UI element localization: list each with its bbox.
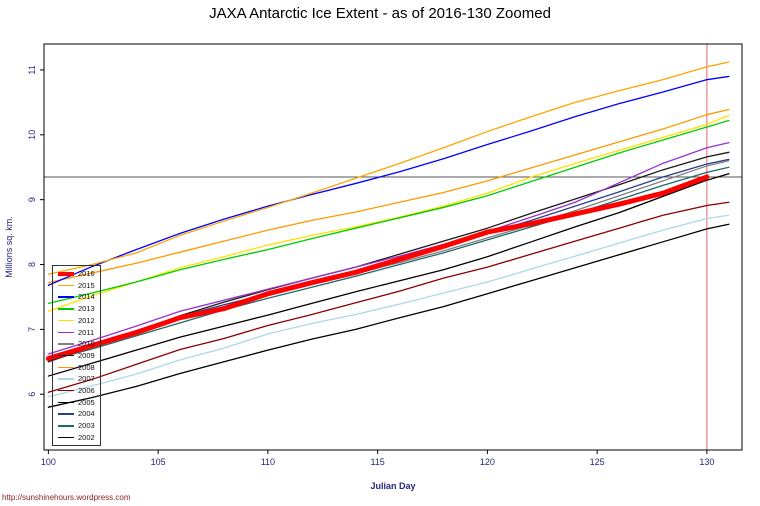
y-tick-label: 7 [27,327,37,332]
legend-entry-2011: 2011 [58,326,95,338]
y-axis-label: Millions sq. km. [4,216,14,278]
legend-swatch [58,296,74,298]
legend-label: 2005 [78,397,95,407]
x-tick-label: 130 [699,457,714,467]
chart-legend: 2016 2015 2014 2013 2012 2011 2010 2009 2008 2007… [52,265,101,447]
legend-entry-2004: 2004 [58,408,95,420]
legend-swatch [58,436,74,439]
legend-swatch [58,343,74,345]
legend-label: 2007 [78,374,95,384]
x-tick-label: 125 [590,457,605,467]
legend-swatch [58,401,74,404]
y-tick-label: 11 [27,65,37,74]
series-line-2011 [47,141,730,355]
series-line-2014 [47,75,730,286]
legend-label: 2014 [78,292,95,302]
series-line-2005 [47,173,730,377]
y-tick-label: 9 [27,197,37,202]
legend-label: 2006 [78,385,95,395]
legend-swatch [58,413,74,415]
legend-entry-2014: 2014 [58,291,95,303]
legend-label: 2016 [78,269,95,279]
legend-label: 2015 [78,280,95,290]
legend-swatch [58,284,74,287]
series-line-2013 [47,119,730,305]
legend-label: 2011 [78,327,95,337]
legend-entry-2013: 2013 [58,303,95,315]
series-line-2003 [47,166,730,362]
legend-swatch [58,319,74,322]
chart-title: JAXA Antarctic Ice Extent - as of 2016-1… [209,5,551,22]
legend-swatch [58,354,74,357]
legend-swatch [58,331,74,334]
series-line-2008 [47,108,730,284]
footer-url: http://sunshinehours.wordpress.com [2,493,131,502]
y-tick-label: 10 [27,130,37,140]
x-tick-label: 110 [261,457,275,467]
legend-entry-2002: 2002 [58,432,95,444]
x-tick-label: 120 [480,457,495,467]
series-line-2006 [47,201,730,393]
legend-entry-2012: 2012 [58,315,95,327]
legend-swatch [58,425,74,427]
legend-entry-2007: 2007 [58,373,95,385]
series-line-2002 [47,223,730,408]
legend-label: 2013 [78,304,95,314]
series-line-2015 [47,61,730,275]
legend-label: 2010 [78,339,95,349]
legend-label: 2009 [78,350,95,360]
legend-swatch [58,366,74,369]
series-line-2012 [47,114,730,312]
legend-entry-2010: 2010 [58,338,95,350]
legend-label: 2004 [78,409,95,419]
legend-swatch [58,378,74,380]
x-tick-label: 105 [151,457,166,467]
legend-swatch [58,308,74,310]
legend-label: 2003 [78,421,95,431]
legend-entry-2005: 2005 [58,397,95,409]
series-line-2007 [47,214,730,398]
legend-label: 2012 [78,315,95,325]
x-tick-label: 100 [41,457,56,467]
legend-entry-2015: 2015 [58,280,95,292]
legend-entry-2003: 2003 [58,420,95,432]
x-axis-label: Julian Day [370,481,415,491]
legend-swatch [58,271,74,276]
y-tick-label: 8 [27,262,37,267]
series-line-2016 [45,174,710,362]
legend-swatch [58,389,74,392]
legend-label: 2008 [78,362,95,372]
plot-border [43,43,743,451]
y-tick-label: 6 [27,392,37,397]
legend-entry-2016: 2016 [58,268,95,280]
legend-label: 2002 [78,432,95,442]
legend-entry-2009: 2009 [58,350,95,362]
legend-entry-2008: 2008 [58,362,95,374]
legend-entry-2006: 2006 [58,385,95,397]
x-tick-label: 115 [370,457,384,467]
